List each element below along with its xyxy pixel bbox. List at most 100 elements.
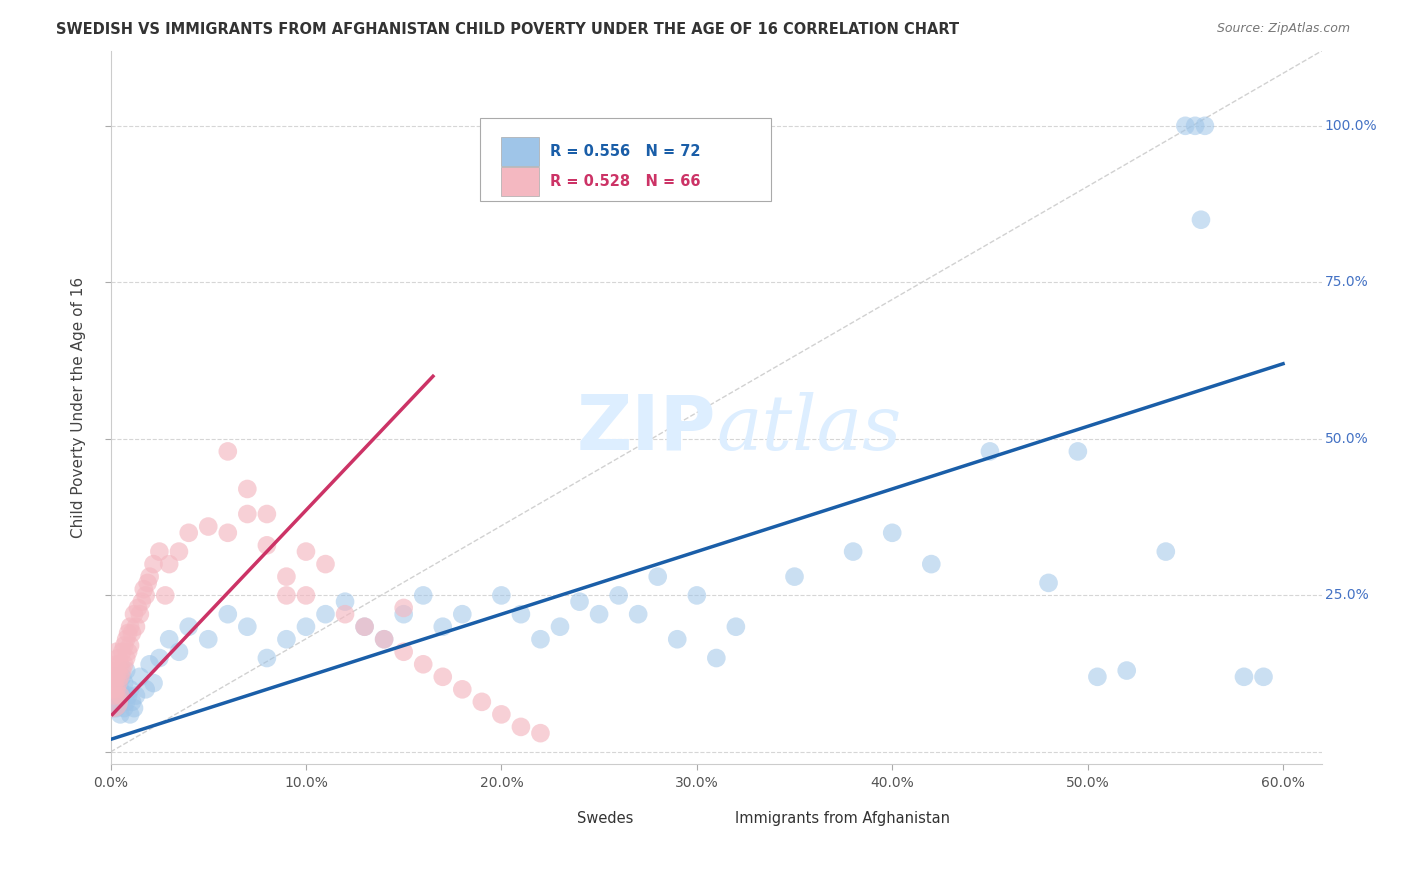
Point xyxy=(122,607,145,622)
Point xyxy=(1067,444,1090,458)
Point xyxy=(132,582,155,596)
Point xyxy=(107,676,129,690)
Point xyxy=(333,607,356,622)
Point xyxy=(101,695,124,709)
Point xyxy=(256,538,278,552)
Point xyxy=(148,544,170,558)
FancyBboxPatch shape xyxy=(501,167,540,195)
Point xyxy=(136,575,159,590)
Point xyxy=(491,707,513,722)
Point xyxy=(197,632,219,647)
Point xyxy=(120,620,142,634)
Point xyxy=(1194,119,1216,133)
Point xyxy=(1038,575,1060,590)
Point xyxy=(103,670,125,684)
Point xyxy=(138,569,160,583)
Point xyxy=(105,657,128,672)
FancyBboxPatch shape xyxy=(695,809,734,827)
Point xyxy=(112,676,135,690)
Point xyxy=(110,682,132,697)
Point xyxy=(157,632,180,647)
Point xyxy=(107,676,129,690)
Point xyxy=(276,569,298,583)
Point xyxy=(121,695,143,709)
Point xyxy=(167,645,190,659)
Point xyxy=(1174,119,1197,133)
Point xyxy=(128,607,150,622)
Point xyxy=(236,482,259,496)
Point xyxy=(107,695,129,709)
Point xyxy=(588,607,610,622)
Point xyxy=(127,601,149,615)
Point xyxy=(101,682,124,697)
Point xyxy=(1253,670,1275,684)
Point xyxy=(236,620,259,634)
Point xyxy=(333,595,356,609)
Point xyxy=(101,695,124,709)
Point xyxy=(392,607,415,622)
Text: 100.0%: 100.0% xyxy=(1324,119,1378,133)
Point xyxy=(110,670,132,684)
Point xyxy=(148,651,170,665)
Point xyxy=(107,651,129,665)
Point xyxy=(491,589,513,603)
Point xyxy=(142,676,165,690)
Point xyxy=(112,701,135,715)
Point xyxy=(1184,119,1206,133)
Point xyxy=(103,676,125,690)
Point xyxy=(120,707,142,722)
Point xyxy=(509,720,531,734)
Point xyxy=(315,557,337,571)
Point xyxy=(217,607,239,622)
Point xyxy=(115,651,138,665)
Point xyxy=(111,689,134,703)
Text: 75.0%: 75.0% xyxy=(1324,276,1368,289)
Text: Immigrants from Afghanistan: Immigrants from Afghanistan xyxy=(734,811,949,825)
Point xyxy=(125,620,148,634)
Point xyxy=(373,632,395,647)
Point xyxy=(1115,664,1137,678)
Text: 25.0%: 25.0% xyxy=(1324,589,1368,602)
Text: R = 0.528   N = 66: R = 0.528 N = 66 xyxy=(550,174,700,189)
Point xyxy=(979,444,1001,458)
Point xyxy=(157,557,180,571)
Point xyxy=(1154,544,1177,558)
Text: SWEDISH VS IMMIGRANTS FROM AFGHANISTAN CHILD POVERTY UNDER THE AGE OF 16 CORRELA: SWEDISH VS IMMIGRANTS FROM AFGHANISTAN C… xyxy=(56,22,959,37)
Point xyxy=(142,557,165,571)
Point xyxy=(131,595,153,609)
Point xyxy=(1087,670,1109,684)
Point xyxy=(568,595,591,609)
Point xyxy=(607,589,630,603)
Point xyxy=(1189,212,1212,227)
Point xyxy=(112,639,135,653)
Point xyxy=(110,707,132,722)
Point xyxy=(120,639,142,653)
Point xyxy=(471,695,494,709)
Point xyxy=(128,670,150,684)
Point xyxy=(111,664,134,678)
Text: atlas: atlas xyxy=(716,392,901,466)
Point xyxy=(373,632,395,647)
Point xyxy=(115,695,138,709)
Point xyxy=(627,607,650,622)
Point xyxy=(111,645,134,659)
Point xyxy=(882,525,904,540)
Point xyxy=(256,507,278,521)
Point xyxy=(920,557,942,571)
Point xyxy=(412,589,434,603)
Point xyxy=(105,701,128,715)
Text: 50.0%: 50.0% xyxy=(1324,432,1368,446)
Point xyxy=(105,689,128,703)
Point xyxy=(217,525,239,540)
Point xyxy=(117,689,139,703)
Point xyxy=(101,670,124,684)
Point xyxy=(121,626,143,640)
Point xyxy=(103,664,125,678)
Point xyxy=(724,620,747,634)
Text: Swedes: Swedes xyxy=(576,811,633,825)
Point xyxy=(177,620,200,634)
Point xyxy=(647,569,669,583)
Point xyxy=(112,657,135,672)
Point xyxy=(117,645,139,659)
Text: ZIP: ZIP xyxy=(576,392,716,466)
